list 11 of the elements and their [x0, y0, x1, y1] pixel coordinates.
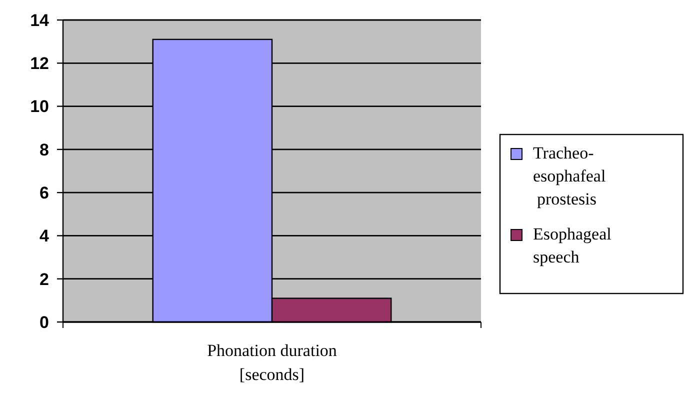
y-tick-label: 2: [40, 270, 49, 289]
y-tick-label: 14: [30, 10, 50, 30]
x-tick-label: Phonation duration [seconds]: [207, 341, 338, 384]
y-tick-label: 10: [30, 97, 49, 116]
legend-label: Esophageal speech: [533, 224, 612, 266]
y-tick-label: 0: [40, 312, 49, 332]
y-tick-label: 12: [30, 54, 49, 74]
legend-label: Tracheo-esophafeal prostesis: [533, 144, 606, 208]
y-tick-label: 4: [40, 226, 50, 246]
y-tick-label: 6: [40, 184, 49, 203]
y-tick-label: 8: [40, 140, 49, 160]
